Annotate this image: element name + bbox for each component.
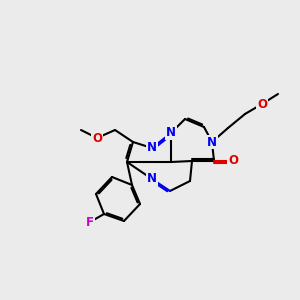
Text: O: O — [228, 154, 238, 167]
Text: O: O — [92, 131, 102, 145]
Text: N: N — [166, 127, 176, 140]
Text: N: N — [207, 136, 217, 148]
Text: N: N — [147, 142, 157, 154]
Text: N: N — [147, 172, 157, 185]
Text: F: F — [86, 215, 94, 229]
Text: O: O — [257, 98, 267, 110]
